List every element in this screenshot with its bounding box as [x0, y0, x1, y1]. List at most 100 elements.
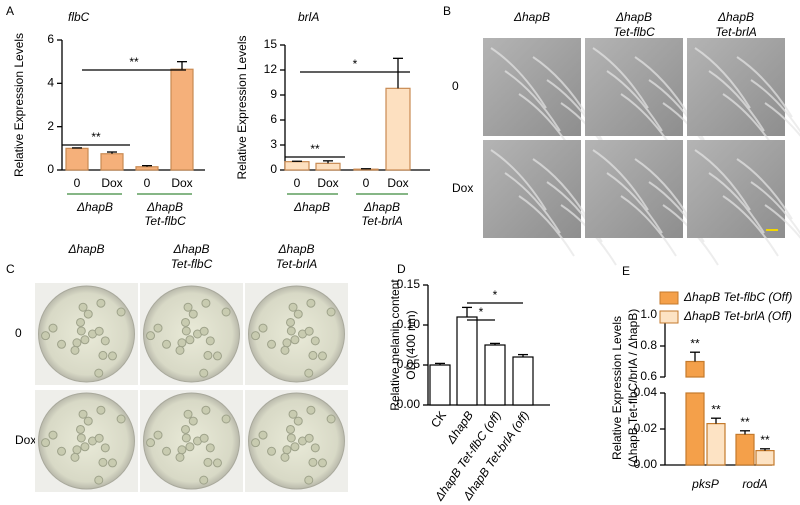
colony	[221, 414, 231, 424]
hypha	[490, 149, 547, 211]
colony	[290, 442, 300, 452]
bar	[170, 68, 194, 171]
colony	[96, 298, 106, 308]
colony	[76, 317, 86, 327]
panel-letter: A	[6, 4, 14, 18]
row-label: 0	[15, 326, 22, 340]
colony	[70, 345, 80, 355]
panel-letter: E	[622, 264, 630, 278]
significance-label: **	[129, 55, 139, 69]
y-axis-label: Relative Expression Levels	[610, 316, 624, 460]
colony	[41, 438, 51, 448]
colony	[188, 416, 198, 426]
colony	[100, 443, 110, 453]
colony	[267, 339, 277, 349]
panel-letter: C	[6, 262, 15, 276]
hypha	[634, 158, 691, 220]
colony	[199, 326, 209, 336]
y-tick-label: 0.04	[634, 385, 658, 399]
colony	[290, 335, 300, 345]
y-tick-label: 15	[264, 37, 278, 51]
hypha	[532, 56, 589, 118]
colony	[76, 326, 86, 336]
column-label: ΔhapB	[717, 10, 754, 24]
significance-label: **	[760, 433, 770, 447]
bar	[65, 147, 89, 171]
hypha	[694, 47, 751, 109]
bar	[706, 423, 726, 466]
colony	[286, 326, 296, 336]
x-tick-label: Dox	[171, 176, 192, 190]
column-label: ΔhapB	[513, 10, 550, 24]
colony	[181, 317, 191, 327]
bar	[135, 166, 159, 171]
colony	[70, 452, 80, 462]
colony	[183, 409, 193, 419]
colony	[146, 438, 156, 448]
y-axis-label: Relative Expression Levels	[12, 33, 26, 177]
y-tick-label: 0	[270, 162, 277, 176]
colony	[94, 433, 104, 443]
hypha	[722, 195, 779, 257]
colony	[203, 457, 213, 467]
colony	[199, 433, 209, 443]
hypha	[504, 172, 561, 234]
significance-label: *	[479, 305, 484, 319]
colony	[175, 345, 185, 355]
chart-title: brlA	[298, 10, 319, 24]
colony	[185, 335, 195, 345]
y-axis-label: (ΔhapB Tet-flbC/brlA / ΔhapB)	[626, 309, 640, 468]
colony	[280, 345, 290, 355]
bar	[385, 87, 411, 171]
colony	[258, 430, 268, 440]
x-tick-label: Dox	[317, 176, 338, 190]
colony	[76, 433, 86, 443]
significance-label: **	[310, 142, 320, 156]
colony	[175, 452, 185, 462]
colony	[94, 475, 104, 485]
colony	[212, 458, 222, 468]
group-label: ΔhapB	[293, 200, 330, 214]
axis-break	[662, 380, 775, 390]
hypha	[736, 56, 793, 118]
bar	[484, 344, 506, 406]
colony	[293, 416, 303, 426]
colony	[181, 424, 191, 434]
significance-label: **	[690, 336, 700, 350]
bar	[512, 356, 534, 406]
colony	[282, 338, 292, 348]
bar	[284, 161, 310, 171]
colony	[326, 307, 336, 317]
hypha	[694, 149, 751, 211]
colony	[80, 335, 90, 345]
colony	[48, 323, 58, 333]
column-label: ΔhapB	[277, 242, 314, 256]
colony	[306, 298, 316, 308]
column-label: Tet-flbC	[613, 25, 655, 39]
y-tick-label: 1.0	[640, 307, 657, 321]
group-label: ΔhapB	[146, 200, 183, 214]
colony	[183, 302, 193, 312]
significance-label: **	[711, 402, 721, 416]
colony	[221, 307, 231, 317]
row-label: 0	[452, 79, 459, 93]
legend-swatch	[659, 291, 679, 305]
column-label: ΔhapB	[172, 242, 209, 256]
colony	[83, 309, 93, 319]
colony	[286, 433, 296, 443]
bar	[100, 153, 124, 171]
y-tick-label: 6	[270, 112, 277, 126]
y-tick-label: 6	[47, 32, 54, 46]
colony	[48, 430, 58, 440]
colony	[185, 442, 195, 452]
colony	[57, 339, 67, 349]
y-tick-label: 0.02	[634, 421, 658, 435]
significance-label: **	[740, 415, 750, 429]
plate	[143, 285, 240, 383]
hypha	[750, 181, 800, 235]
colony	[98, 350, 108, 360]
colony	[181, 433, 191, 443]
hypha	[750, 79, 800, 133]
colony	[326, 414, 336, 424]
